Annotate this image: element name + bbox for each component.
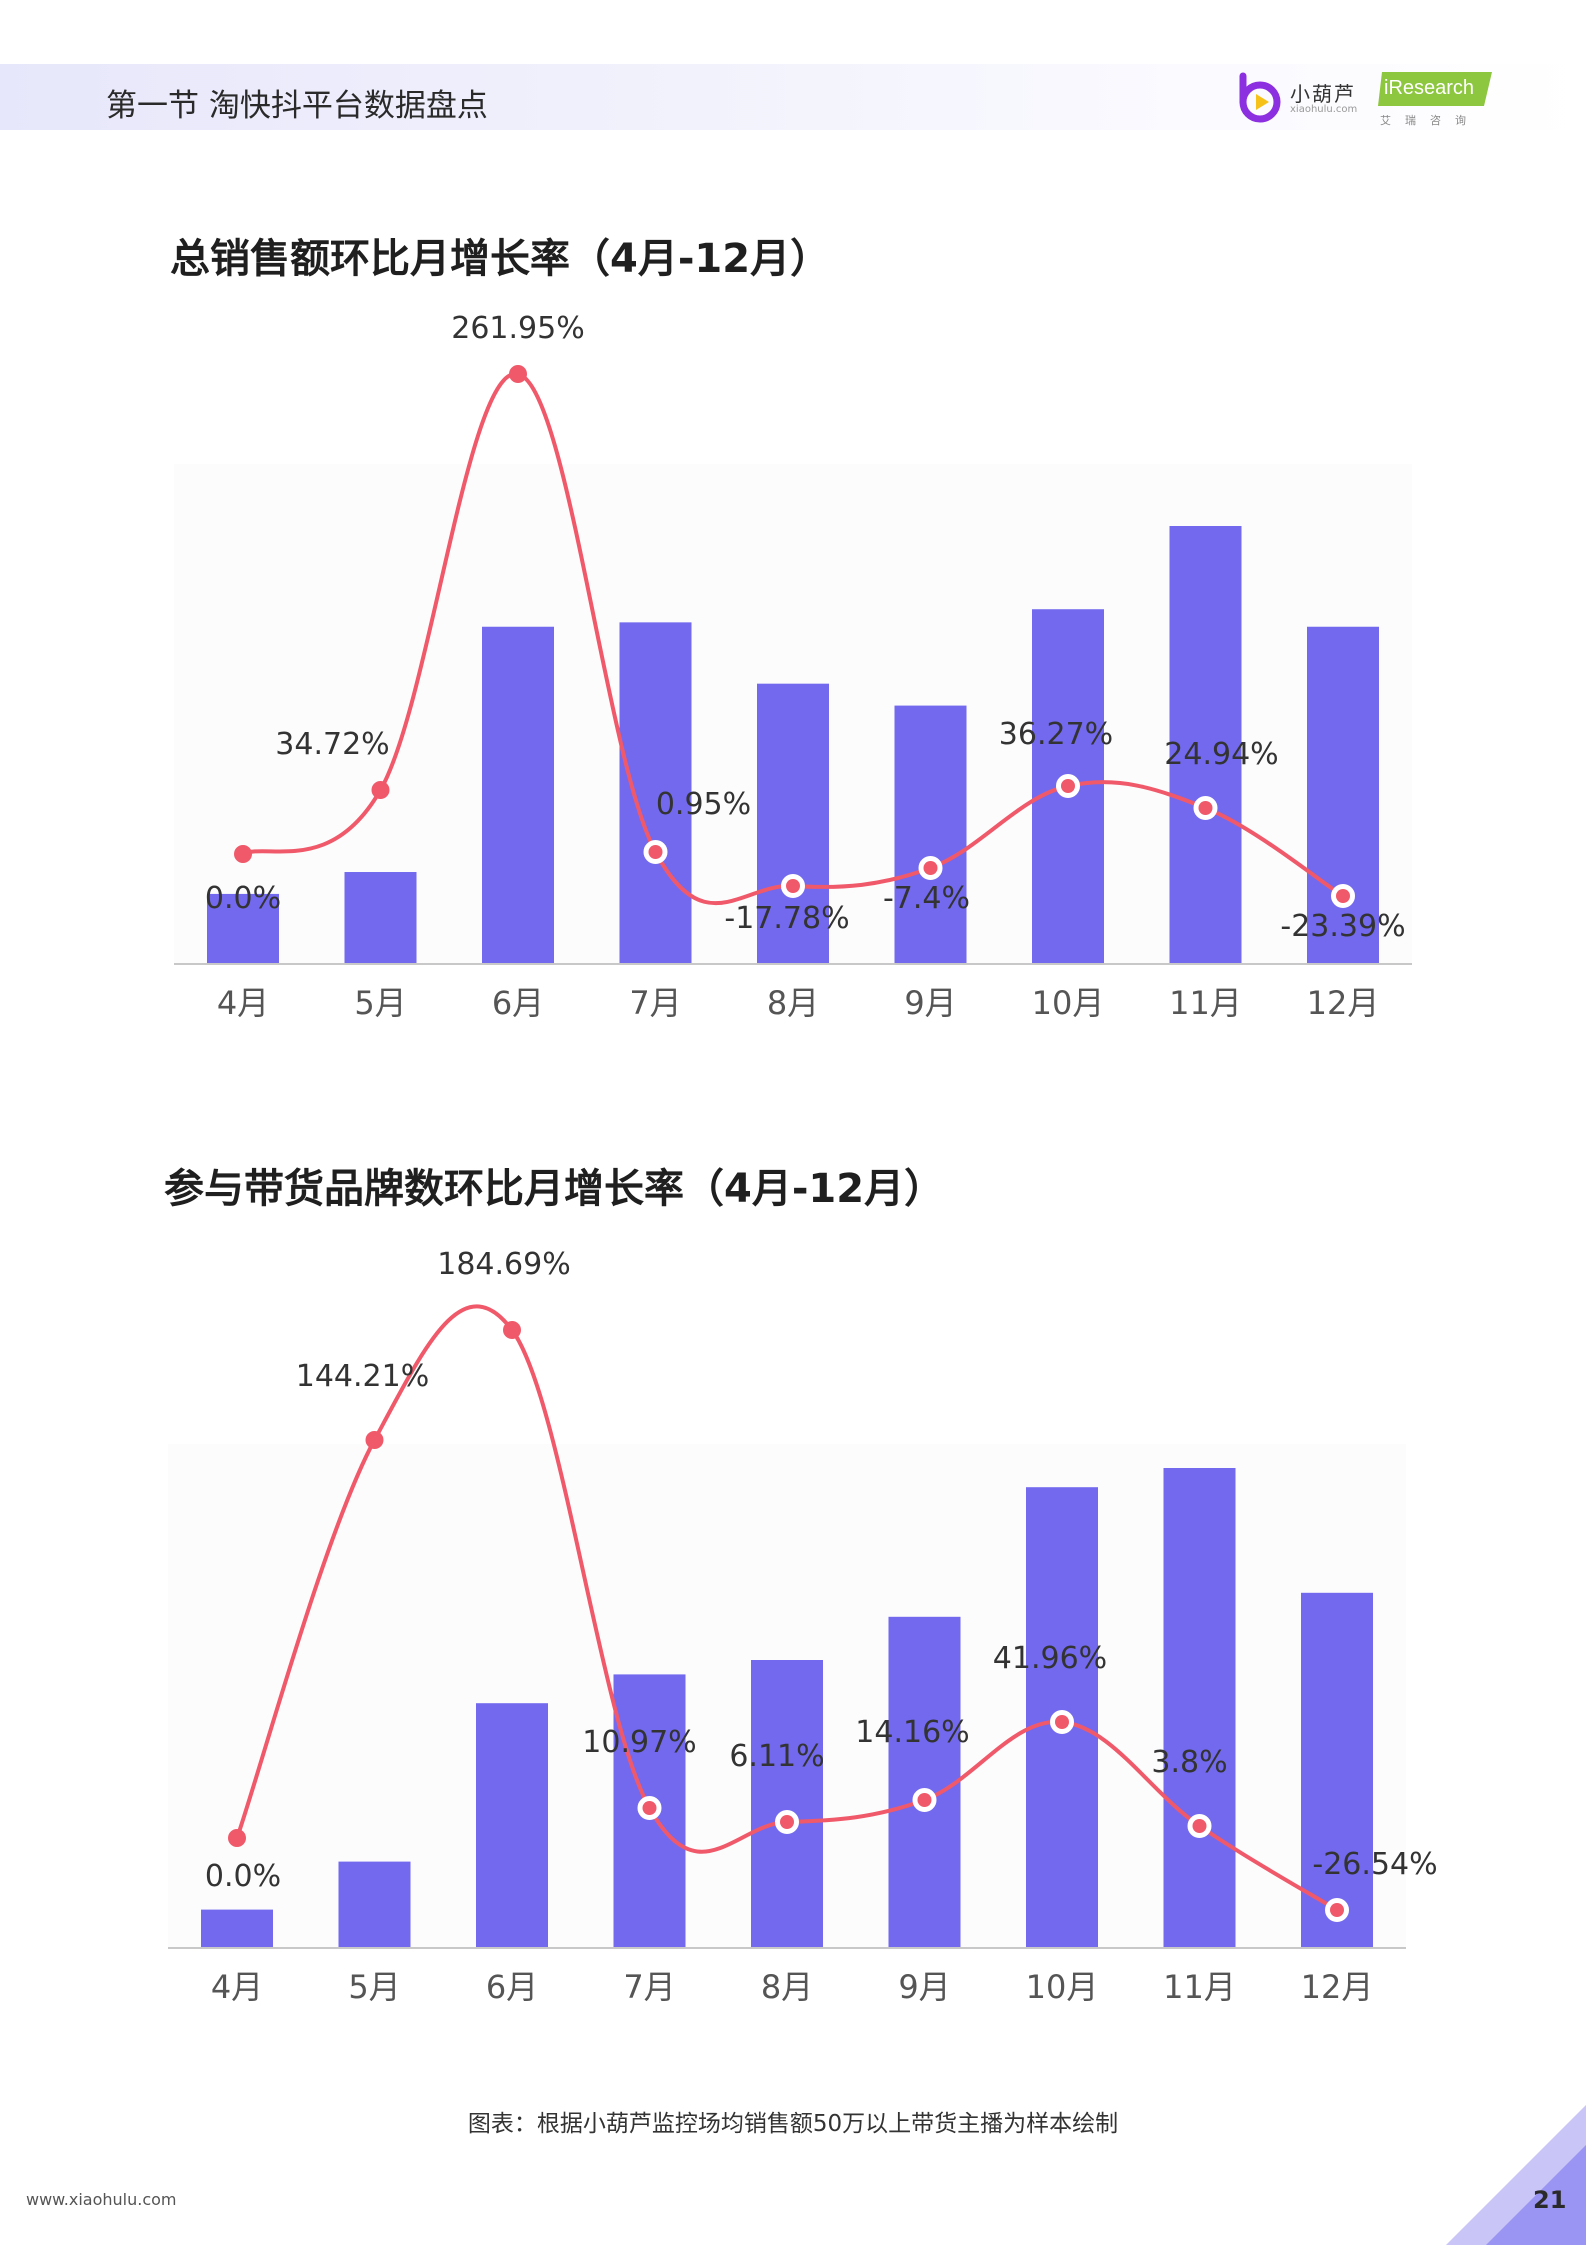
bar-6月 [476,1703,548,1948]
line-point-inner [648,845,663,859]
data-label: -7.4% [883,881,970,916]
line-point [234,845,252,863]
x-tick-label: 6月 [486,1968,538,2006]
x-tick-label: 12月 [1307,984,1380,1022]
line-point-inner [917,1793,932,1807]
iresearch-logo-text: iResearch [1384,77,1475,99]
bar-8月 [751,1660,823,1948]
line-point-inner [1061,779,1075,793]
data-label: 0.0% [205,1859,281,1894]
line-point-inner [642,1801,657,1815]
bar-4月 [201,1909,273,1948]
line-point-inner [1198,801,1213,815]
footer-url[interactable]: www.xiaohulu.com [26,2190,177,2209]
data-label: -23.39% [1280,909,1405,944]
data-label: 6.11% [729,1739,824,1774]
data-label: 41.96% [993,1641,1107,1676]
iresearch-logo-icon [1378,72,1492,106]
line-point-inner [1055,1715,1069,1729]
x-tick-label: 5月 [354,984,406,1022]
line-point [503,1321,521,1339]
data-label: 184.69% [437,1247,570,1282]
data-label: 14.16% [855,1715,969,1750]
data-label: 261.95% [451,311,584,346]
bar-9月 [888,1616,961,1948]
xiaohulu-logo-name: 小葫芦 [1290,82,1356,106]
x-tick-label: 9月 [898,1968,950,2006]
figure-caption: 图表：根据小葫芦监控场均销售额50万以上带货主播为样本绘制 [467,2111,1119,2137]
data-label: -17.78% [724,901,849,936]
data-label: -26.54% [1312,1847,1437,1882]
bar-5月 [344,872,417,964]
line-point-inner [923,861,938,875]
chart-1-title: 总销售额环比月增长率（4月-12月） [170,236,831,282]
bar-11月 [1163,1468,1236,1948]
line-point-inner [780,1815,794,1829]
data-label: 3.8% [1151,1745,1227,1780]
bar-6月 [482,626,554,964]
x-tick-label: 9月 [904,984,956,1022]
bar-4月 [207,893,279,964]
line-point [371,781,390,799]
page-corner-decoration [1446,2105,1586,2245]
x-tick-label: 10月 [1026,1968,1099,2006]
bar-7月 [619,622,692,964]
x-tick-label: 7月 [623,1968,675,2006]
data-label: 144.21% [296,1359,429,1394]
line-point [228,1829,246,1847]
line-point-inner [786,879,800,893]
data-label: 36.27% [999,717,1113,752]
data-label: 0.95% [656,787,751,822]
x-tick-label: 4月 [217,984,269,1022]
x-tick-label: 6月 [492,984,544,1022]
header-band [0,64,1586,130]
x-tick-label: 8月 [761,1968,813,2006]
data-label: 34.72% [275,727,389,762]
iresearch-logo-subtitle: 艾瑞咨询 [1380,114,1480,127]
x-tick-label: 12月 [1301,1968,1374,2006]
line-point-inner [1336,889,1350,903]
x-tick-label: 4月 [211,1968,263,2006]
line-point-inner [1192,1819,1207,1833]
x-tick-label: 5月 [348,1968,400,2006]
page-number: 21 [1533,2186,1567,2214]
bar-12月 [1301,1592,1373,1948]
bar-5月 [338,1861,411,1948]
section-title: 第一节 淘快抖平台数据盘点 [106,88,488,124]
chart-2-title: 参与带货品牌数环比月增长率（4月-12月） [164,1166,945,1212]
x-tick-label: 11月 [1163,1968,1236,2006]
bar-8月 [757,683,829,964]
x-tick-label: 8月 [767,984,819,1022]
bar-9月 [894,705,967,964]
data-label: 10.97% [582,1725,696,1760]
line-point [509,365,527,383]
data-label: 24.94% [1164,737,1278,772]
data-label: 0.0% [205,881,281,916]
x-tick-label: 11月 [1169,984,1242,1022]
growth-rate-line [242,371,1345,906]
xiaohulu-logo-url: xiaohulu.com [1290,104,1358,115]
line-point-inner [1330,1903,1344,1917]
xiaohulu-logo-icon [1239,72,1281,123]
x-tick-label: 7月 [629,984,681,1022]
chart-2-svg: 4月 5月 6月 7月 8月 9月 10月 11月 12月 0.0% 144.21% 184.69% 1… [168,1247,1438,2006]
chart-1-svg: 4月 5月 6月 7月 8月 9月 10月 11月 12月 0.0% 34.72% 261.95% 0.… [174,311,1412,1022]
x-tick-label: 10月 [1032,984,1105,1022]
bar-11月 [1169,526,1242,964]
line-point [365,1431,384,1449]
